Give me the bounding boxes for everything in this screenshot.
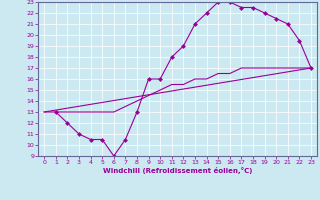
X-axis label: Windchill (Refroidissement éolien,°C): Windchill (Refroidissement éolien,°C) (103, 167, 252, 174)
